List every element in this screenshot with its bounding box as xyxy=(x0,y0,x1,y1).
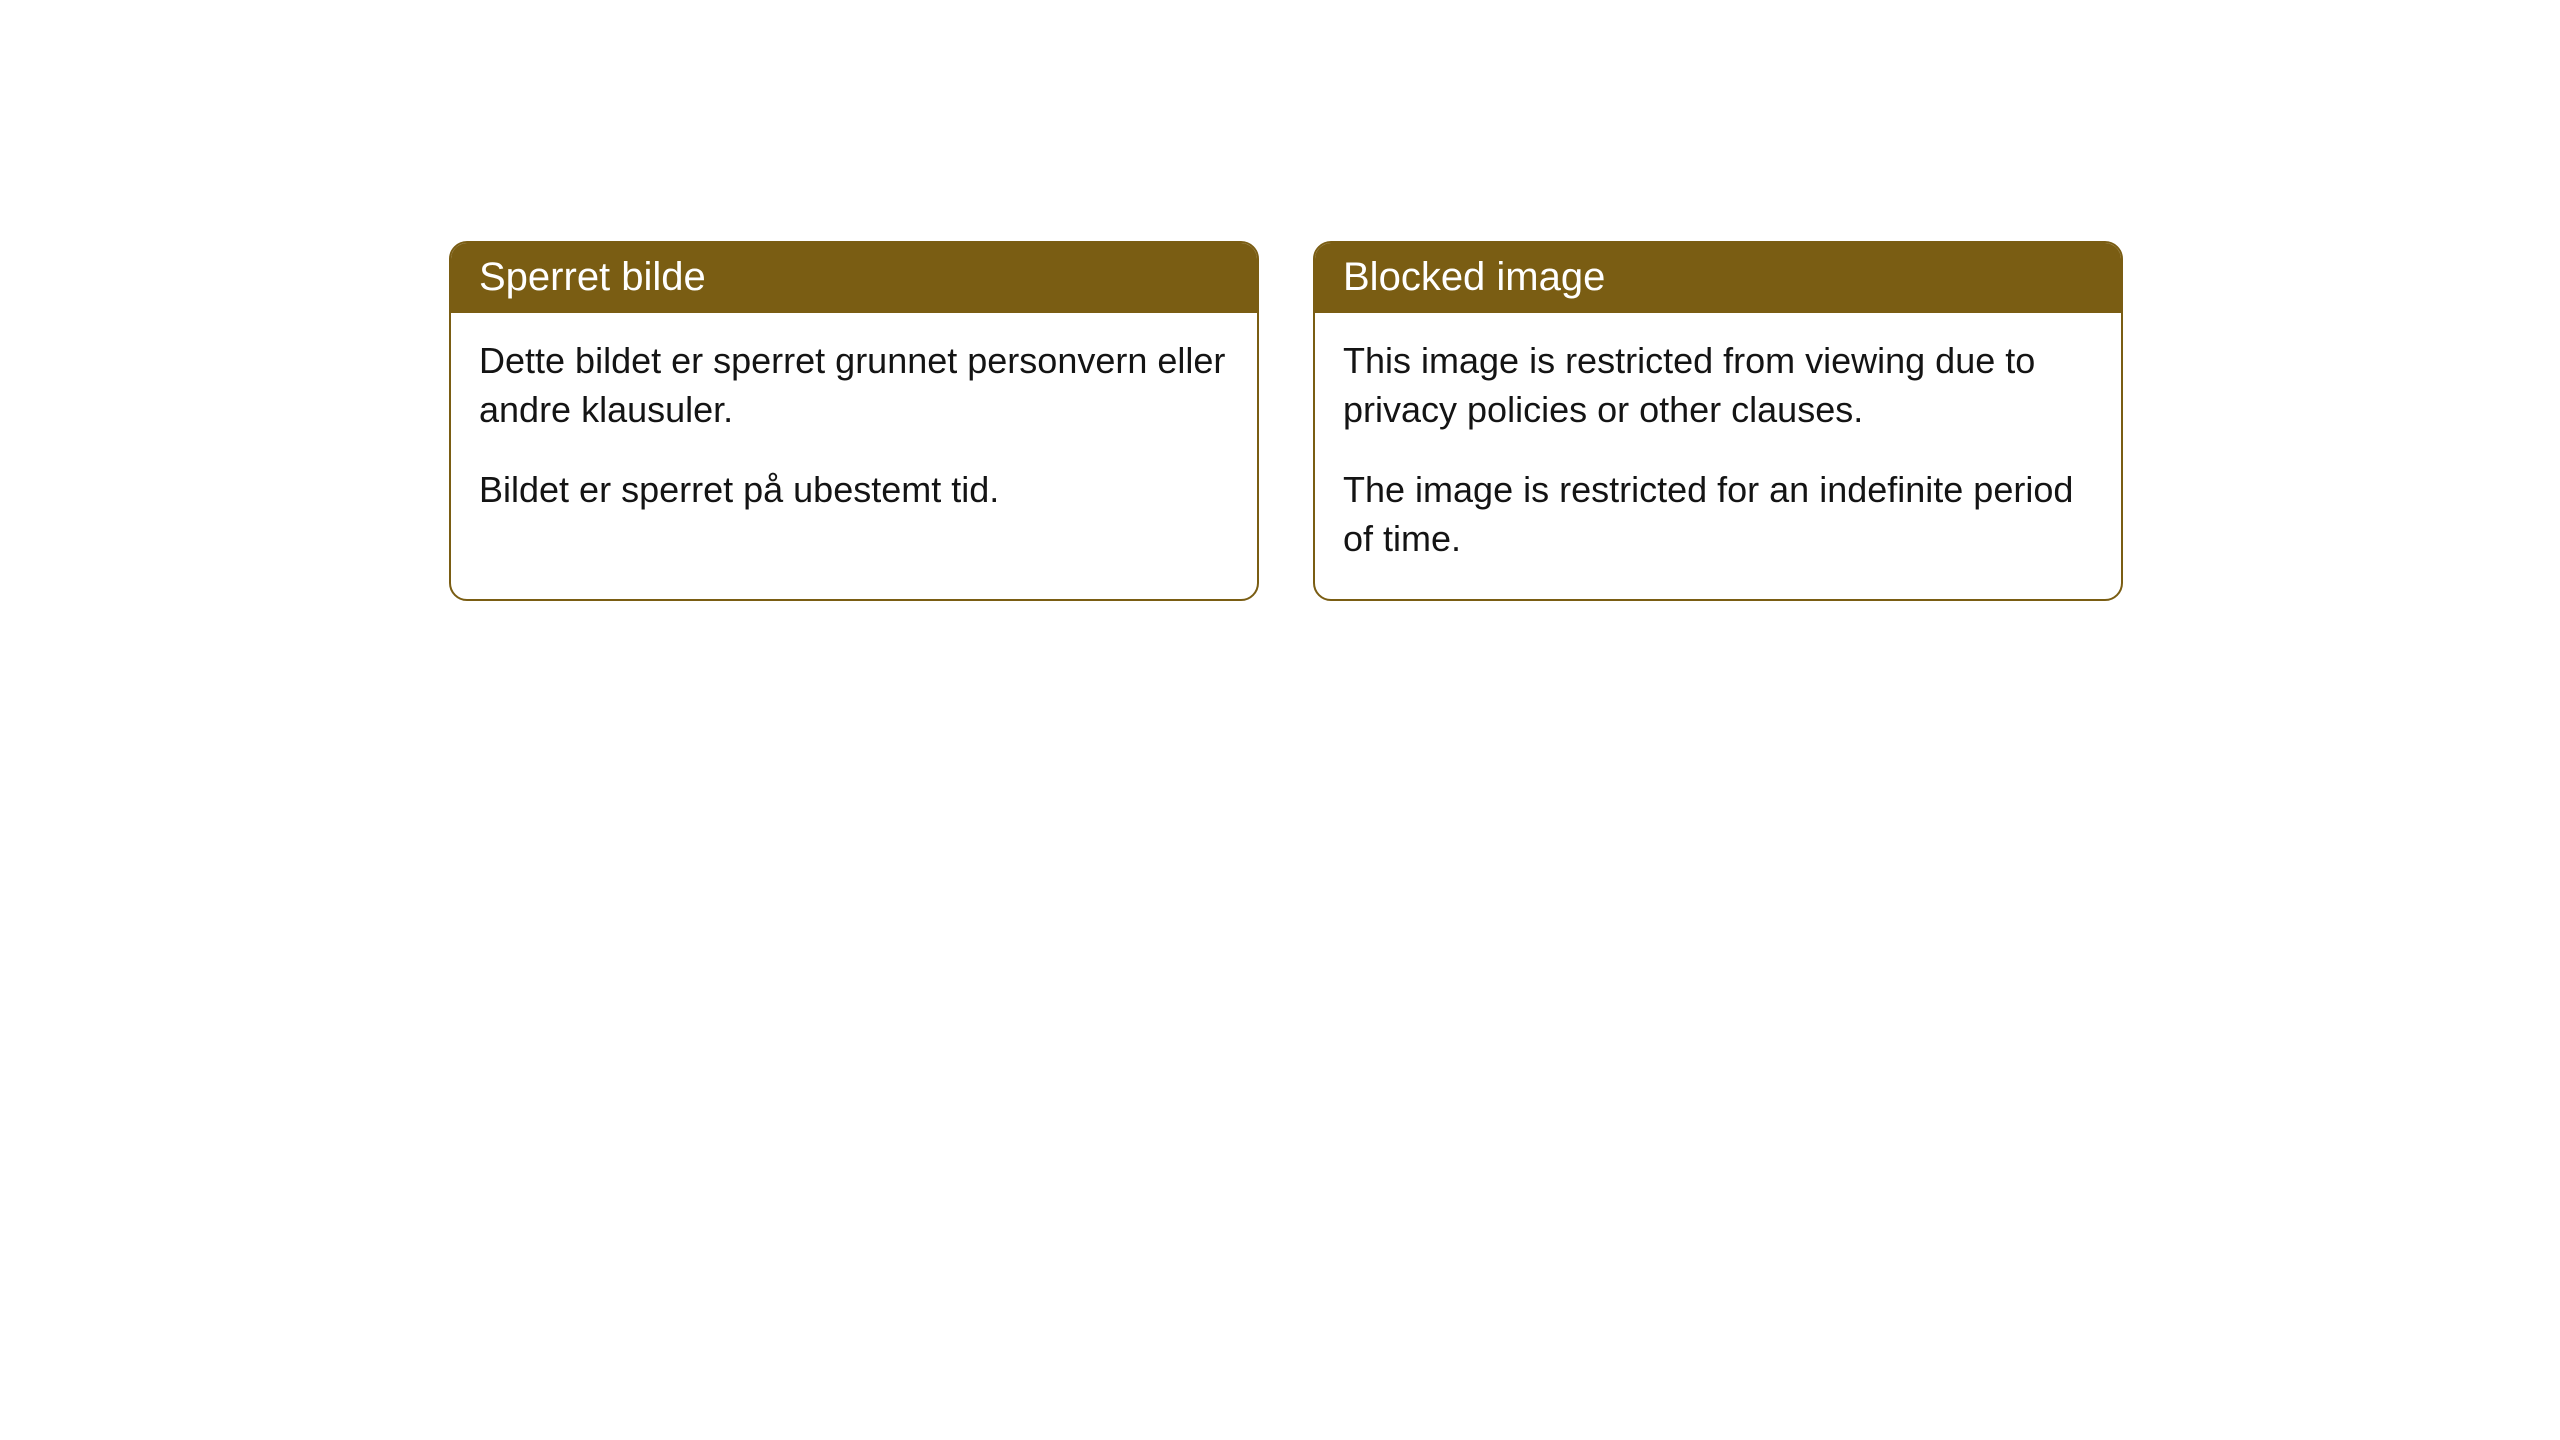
card-header: Sperret bilde xyxy=(451,243,1257,313)
notice-cards-container: Sperret bilde Dette bildet er sperret gr… xyxy=(0,0,2560,601)
card-title: Blocked image xyxy=(1343,255,1605,299)
card-paragraph: The image is restricted for an indefinit… xyxy=(1343,466,2093,563)
card-header: Blocked image xyxy=(1315,243,2121,313)
card-body: Dette bildet er sperret grunnet personve… xyxy=(451,313,1257,551)
card-title: Sperret bilde xyxy=(479,255,706,299)
card-paragraph: Dette bildet er sperret grunnet personve… xyxy=(479,337,1229,434)
card-paragraph: This image is restricted from viewing du… xyxy=(1343,337,2093,434)
notice-card-norwegian: Sperret bilde Dette bildet er sperret gr… xyxy=(449,241,1259,601)
card-body: This image is restricted from viewing du… xyxy=(1315,313,2121,599)
notice-card-english: Blocked image This image is restricted f… xyxy=(1313,241,2123,601)
card-paragraph: Bildet er sperret på ubestemt tid. xyxy=(479,466,1229,515)
